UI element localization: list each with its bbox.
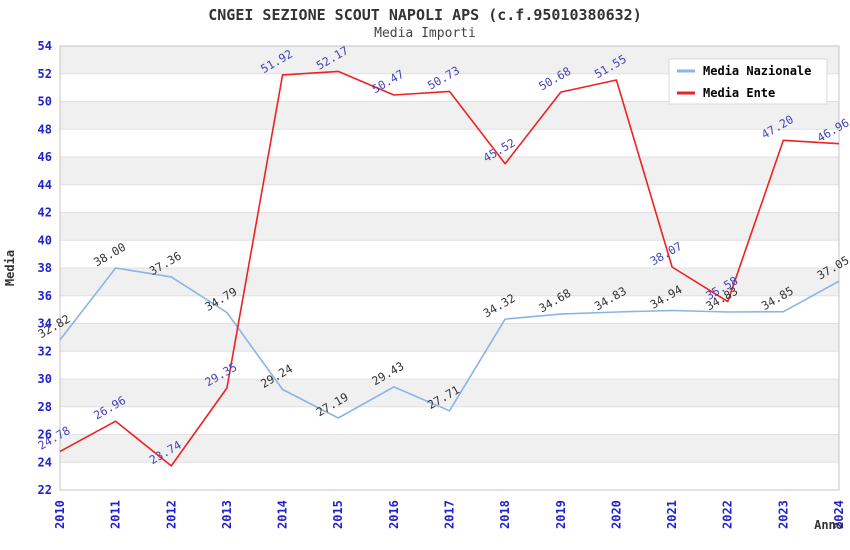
y-tick-label: 32 bbox=[38, 344, 52, 358]
plot-band bbox=[60, 240, 839, 268]
plot-band bbox=[60, 129, 839, 157]
series-line-media-nazionale bbox=[59, 267, 840, 419]
plot-band bbox=[60, 379, 839, 407]
y-tick-label: 30 bbox=[38, 372, 52, 386]
y-tick-label: 44 bbox=[38, 178, 52, 192]
x-tick-label: 2016 bbox=[387, 500, 401, 529]
x-tick-label: 2017 bbox=[443, 500, 457, 529]
x-tick-label: 2021 bbox=[665, 500, 679, 529]
plot-band bbox=[60, 462, 839, 490]
plot-band bbox=[60, 351, 839, 379]
plot-band bbox=[60, 295, 839, 324]
chart-subtitle: Media Importi bbox=[374, 26, 476, 41]
plot-band bbox=[60, 157, 839, 185]
y-tick-label: 54 bbox=[38, 39, 52, 53]
chart-title: CNGEI SEZIONE SCOUT NAPOLI APS (c.f.9501… bbox=[208, 6, 642, 24]
y-axis-title: Media bbox=[3, 250, 17, 286]
x-tick-label: 2022 bbox=[721, 500, 735, 529]
plot-band bbox=[60, 184, 839, 213]
y-tick-label: 46 bbox=[38, 150, 52, 164]
x-tick-label: 2024 bbox=[832, 500, 846, 529]
y-tick-label: 38 bbox=[38, 261, 52, 275]
legend-label-media-nazionale: Media Nazionale bbox=[703, 64, 811, 78]
x-tick-label: 2012 bbox=[164, 500, 178, 529]
x-tick-label: 2020 bbox=[609, 500, 623, 529]
x-tick-label: 2014 bbox=[276, 500, 290, 529]
y-tick-label: 22 bbox=[38, 483, 52, 497]
plot-band bbox=[60, 323, 839, 352]
y-tick-label: 36 bbox=[38, 289, 52, 303]
x-tick-label: 2010 bbox=[53, 500, 67, 529]
x-tick-label: 2011 bbox=[109, 500, 123, 529]
series-line-media-ente bbox=[59, 70, 840, 467]
x-tick-label: 2019 bbox=[554, 500, 568, 529]
plot-band bbox=[60, 268, 839, 296]
x-axis-title: Anno bbox=[814, 518, 843, 532]
y-tick-label: 34 bbox=[38, 317, 52, 331]
y-tick-label: 26 bbox=[38, 428, 52, 442]
legend-label-media-ente: Media Ente bbox=[703, 86, 775, 100]
y-tick-label: 40 bbox=[38, 233, 52, 247]
y-tick-label: 48 bbox=[38, 122, 52, 136]
plot-band bbox=[60, 101, 839, 130]
plot-border bbox=[59, 45, 840, 491]
x-tick-label: 2015 bbox=[331, 500, 345, 529]
legend-box bbox=[668, 58, 828, 105]
x-tick-label: 2013 bbox=[220, 500, 234, 529]
y-tick-label: 52 bbox=[38, 67, 52, 81]
y-tick-label: 42 bbox=[38, 206, 52, 220]
y-tick-label: 28 bbox=[38, 400, 52, 414]
y-tick-label: 24 bbox=[38, 455, 52, 469]
x-tick-label: 2018 bbox=[498, 500, 512, 529]
plot-band bbox=[60, 212, 839, 241]
x-tick-label: 2023 bbox=[776, 500, 790, 529]
y-tick-label: 50 bbox=[38, 95, 52, 109]
